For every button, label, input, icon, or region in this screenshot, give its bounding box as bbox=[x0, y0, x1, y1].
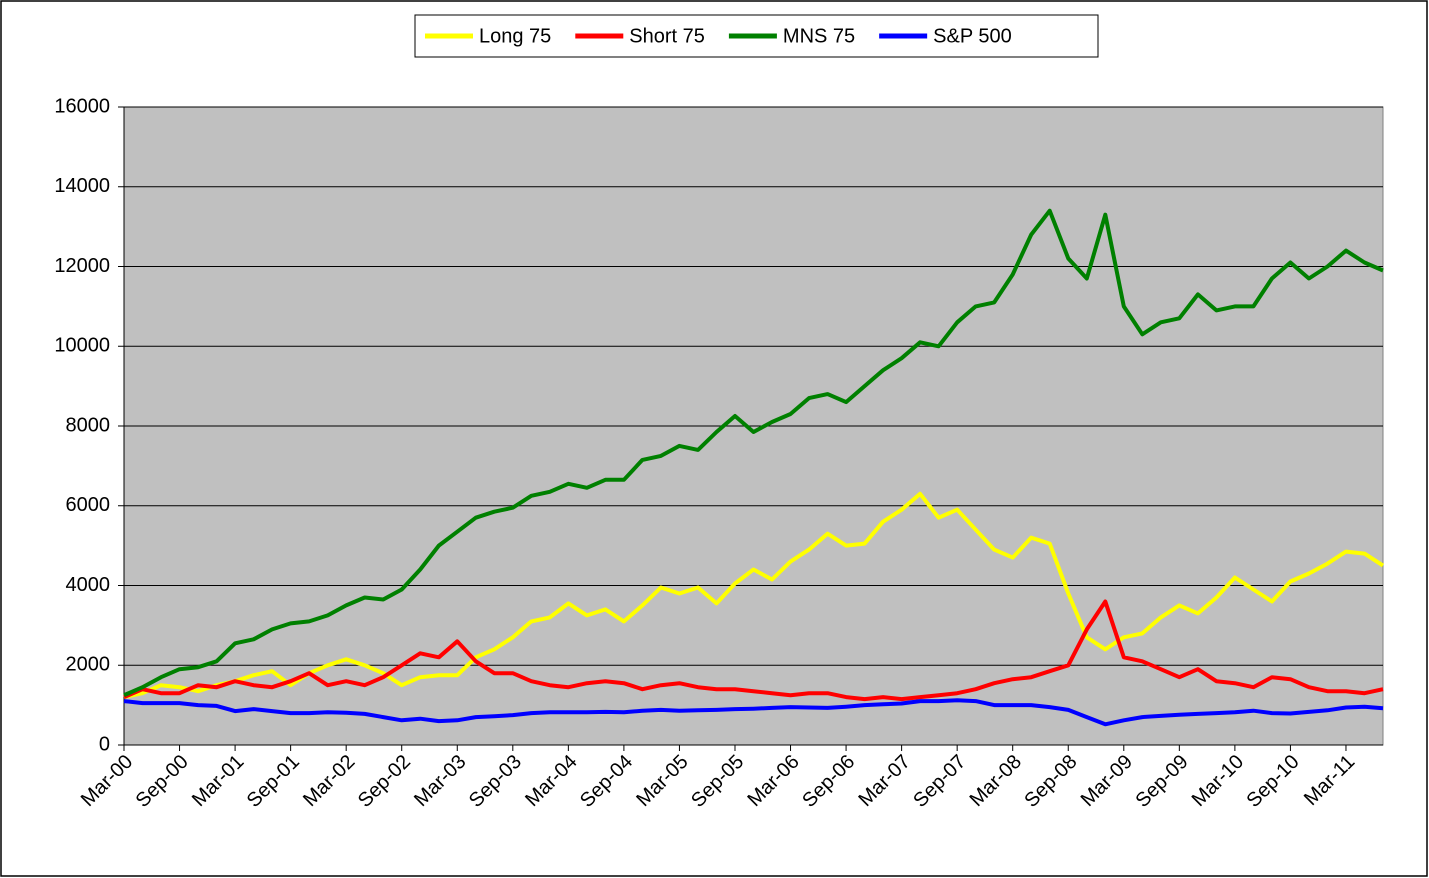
series-line bbox=[123, 491, 1385, 700]
y-tick-label: 12000 bbox=[54, 255, 110, 277]
y-tick-label: 0 bbox=[99, 733, 110, 755]
y-tick-label: 8000 bbox=[66, 414, 111, 436]
series-line bbox=[123, 599, 1384, 702]
y-tick-label: 6000 bbox=[66, 494, 111, 516]
series-line bbox=[123, 698, 1384, 727]
legend-label: S&P 500 bbox=[933, 25, 1012, 47]
y-tick-label: 2000 bbox=[66, 654, 111, 676]
y-tick-label: 4000 bbox=[66, 574, 111, 596]
legend-label: Short 75 bbox=[629, 25, 705, 47]
legend-label: Long 75 bbox=[479, 25, 551, 47]
y-tick-label: 10000 bbox=[54, 335, 110, 357]
y-tick-label: 16000 bbox=[54, 95, 110, 117]
y-tick-label: 14000 bbox=[54, 175, 110, 197]
legend-label: MNS 75 bbox=[783, 25, 855, 47]
series-line bbox=[123, 208, 1384, 698]
